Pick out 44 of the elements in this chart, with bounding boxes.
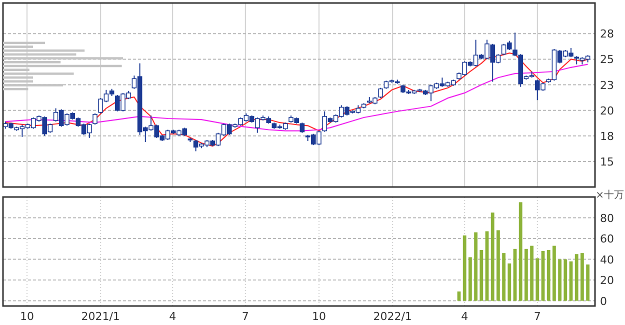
candlestick xyxy=(92,112,98,126)
y-tick-label: 28 xyxy=(600,28,614,41)
bar xyxy=(457,291,461,301)
bar xyxy=(558,259,562,301)
x-tick-label: 4 xyxy=(461,310,468,323)
x-tick-label: 10 xyxy=(312,310,326,323)
x-tick-label: 7 xyxy=(534,310,541,323)
x-tick-label: 2021/1 xyxy=(81,310,120,323)
bar xyxy=(536,258,540,301)
y-tick-label: 20 xyxy=(600,104,614,118)
y-tick-label: 80 xyxy=(600,212,614,225)
x-tick-label: 4 xyxy=(169,310,176,323)
bar xyxy=(490,212,494,301)
bar xyxy=(508,263,512,301)
bar xyxy=(468,257,472,301)
candlestick xyxy=(378,87,383,99)
y-tick-label: 18 xyxy=(600,130,614,143)
y-tick-label: 15 xyxy=(600,155,614,168)
x-tick-label: 2022/1 xyxy=(373,310,412,323)
y-tick-label: 60 xyxy=(600,232,614,246)
y-tick-label: 20 xyxy=(600,274,614,288)
bar xyxy=(574,254,578,301)
y-tick-label: 0 xyxy=(600,294,607,308)
bar xyxy=(524,248,528,301)
bar xyxy=(546,250,550,301)
line-series xyxy=(4,64,588,132)
y-axis-title: ×十万 xyxy=(596,189,624,201)
bar xyxy=(518,202,522,301)
candlestick xyxy=(300,122,305,134)
bar xyxy=(462,235,466,301)
bar xyxy=(580,253,584,301)
bar xyxy=(474,232,478,301)
bar xyxy=(564,259,568,301)
bar xyxy=(502,253,506,301)
y-tick-label: 25 xyxy=(600,53,614,66)
x-tick-label: 7 xyxy=(242,310,249,323)
y-tick-label: 23 xyxy=(600,78,614,92)
bar xyxy=(496,230,500,301)
y-tick-label: 40 xyxy=(600,253,614,266)
bar xyxy=(480,250,484,301)
bar xyxy=(586,264,590,301)
bar xyxy=(530,246,534,301)
bar xyxy=(552,246,556,301)
x-tick-label: 10 xyxy=(20,310,34,323)
